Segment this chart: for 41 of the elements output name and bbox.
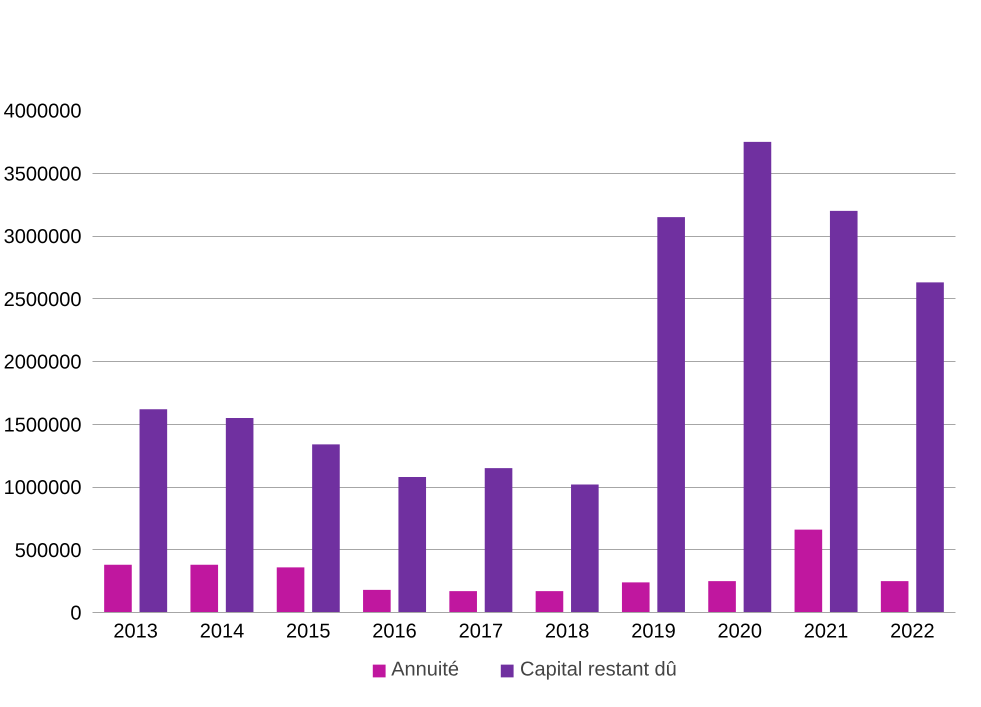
- x-tick-label: 2019: [631, 620, 676, 642]
- x-tick-label: 2015: [286, 620, 331, 642]
- bar: [363, 590, 391, 612]
- bar: [880, 581, 908, 612]
- legend-label: Capital restant dû: [520, 658, 677, 682]
- x-tick-label: 2021: [804, 620, 848, 642]
- y-tick-label: 1500000: [4, 414, 82, 436]
- y-tick-label: 3000000: [4, 226, 82, 248]
- bar: [190, 564, 218, 612]
- legend-label: Annuité: [391, 658, 460, 682]
- y-tick-label: 0: [70, 602, 82, 624]
- y-tick-label: 4000000: [4, 100, 82, 122]
- bar: [830, 210, 858, 612]
- bar: [571, 484, 599, 612]
- bar: [708, 581, 736, 612]
- x-tick-label: 2022: [890, 620, 935, 642]
- bar: [536, 591, 564, 612]
- bar: [622, 582, 650, 612]
- bar: [744, 142, 772, 612]
- bar: [104, 564, 132, 612]
- bar: [226, 418, 254, 612]
- bar: [276, 567, 304, 612]
- y-tick-label: 2000000: [4, 352, 82, 374]
- bar: [794, 530, 822, 612]
- x-tick-label: 2014: [200, 620, 244, 642]
- bar: [657, 217, 685, 612]
- bar: [916, 282, 944, 612]
- y-tick-label: 2500000: [4, 288, 82, 311]
- bar: [449, 591, 477, 612]
- y-tick-label: 3500000: [4, 163, 82, 186]
- bar: [312, 444, 340, 612]
- x-tick-label: 2018: [544, 620, 590, 642]
- bar: [398, 476, 426, 612]
- x-tick-label: 2013: [113, 620, 158, 642]
- x-tick-label: 2017: [458, 620, 504, 642]
- y-tick-label: 1000000: [4, 477, 82, 499]
- x-tick-label: 2016: [372, 620, 417, 642]
- x-tick-label: 2020: [718, 620, 762, 642]
- y-tick-label: 500000: [14, 540, 82, 562]
- bar: [140, 409, 168, 612]
- bar: [484, 468, 512, 612]
